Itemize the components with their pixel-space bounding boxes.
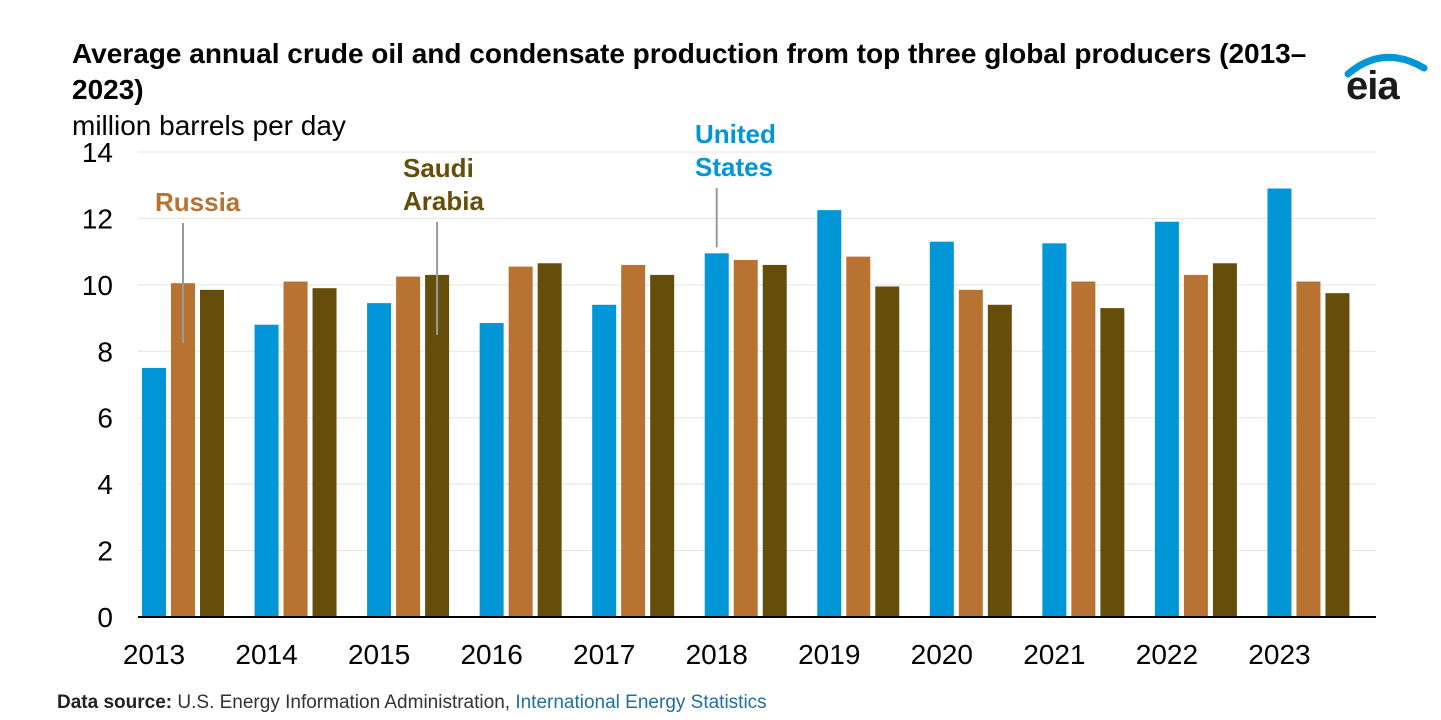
- y-tick-label: 2: [97, 536, 113, 567]
- bar-russia-2014: [283, 281, 308, 617]
- bar-united-states-2020: [929, 241, 954, 617]
- bar-saudi-arabia-2017: [650, 274, 675, 617]
- bar-saudi-arabia-2023: [1325, 293, 1350, 617]
- y-tick-label: 4: [97, 469, 113, 500]
- x-tick-label: 2017: [573, 639, 635, 670]
- bar-united-states-2019: [817, 210, 842, 617]
- x-tick-label: 2021: [1023, 639, 1085, 670]
- bar-russia-2019: [846, 256, 871, 617]
- y-axis-unit-label: million barrels per day: [72, 110, 346, 141]
- series-label-saudi-arabia: Arabia: [403, 186, 484, 216]
- x-tick-label: 2023: [1248, 639, 1310, 670]
- bar-united-states-2015: [367, 303, 392, 617]
- bar-united-states-2023: [1267, 188, 1292, 618]
- bar-united-states-2017: [592, 304, 617, 617]
- source-text: U.S. Energy Information Administration,: [177, 692, 511, 713]
- y-tick-label: 14: [82, 137, 113, 168]
- x-tick-label: 2019: [798, 639, 860, 670]
- bar-united-states-2016: [479, 323, 504, 617]
- y-tick-label: 8: [97, 336, 113, 367]
- bar-saudi-arabia-2021: [1100, 308, 1125, 617]
- bar-russia-2016: [508, 266, 533, 617]
- bar-russia-2022: [1183, 274, 1208, 617]
- bar-saudi-arabia-2013: [200, 289, 224, 617]
- bar-saudi-arabia-2020: [987, 304, 1012, 617]
- bar-united-states-2018: [704, 253, 729, 617]
- eia-logo-arc-icon: [1344, 53, 1428, 78]
- eia-logo[interactable]: eia: [1346, 64, 1400, 108]
- series-label-saudi-arabia: Saudi: [403, 153, 474, 183]
- bar-united-states-2021: [1042, 243, 1067, 617]
- y-tick-label: 0: [97, 602, 113, 633]
- bar-russia-2018: [733, 259, 758, 617]
- x-tick-label: 2015: [348, 639, 410, 670]
- series-label-united-states: States: [695, 152, 773, 182]
- y-tick-label: 6: [97, 403, 113, 434]
- bar-saudi-arabia-2022: [1212, 263, 1237, 617]
- bar-saudi-arabia-2016: [537, 263, 562, 617]
- bar-russia-2021: [1071, 281, 1096, 617]
- series-label-russia: Russia: [155, 187, 241, 217]
- y-tick-label: 12: [82, 203, 113, 234]
- bar-united-states-2013: [142, 367, 166, 617]
- bar-united-states-2022: [1154, 221, 1179, 617]
- x-tick-label: 2016: [460, 639, 522, 670]
- series-label-united-states: United: [695, 119, 776, 149]
- bar-russia-2015: [396, 276, 421, 617]
- x-tick-label: 2022: [1136, 639, 1198, 670]
- x-tick-label: 2018: [686, 639, 748, 670]
- chart-title: Average annual crude oil and condensate …: [72, 38, 1307, 105]
- bar-saudi-arabia-2014: [312, 288, 337, 617]
- source-link[interactable]: International Energy Statistics: [515, 692, 767, 713]
- bar-russia-2020: [958, 289, 983, 617]
- bar-saudi-arabia-2018: [762, 264, 787, 617]
- bar-russia-2023: [1296, 281, 1321, 617]
- bar-saudi-arabia-2019: [875, 286, 900, 617]
- data-source: Data source: U.S. Energy Information Adm…: [57, 692, 767, 714]
- bar-united-states-2014: [254, 324, 279, 617]
- source-label: Data source:: [57, 692, 173, 713]
- x-tick-label: 2020: [911, 639, 973, 670]
- x-tick-label: 2013: [123, 639, 185, 670]
- y-tick-label: 10: [82, 270, 113, 301]
- bar-russia-2017: [621, 264, 646, 617]
- x-tick-label: 2014: [235, 639, 297, 670]
